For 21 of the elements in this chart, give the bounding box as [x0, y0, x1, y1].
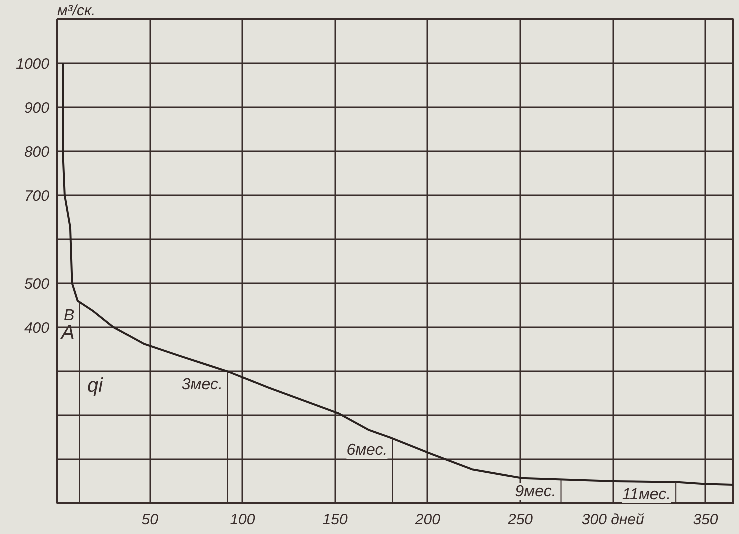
- y-tick-label: 700: [24, 188, 50, 205]
- line-series: [62, 62, 734, 486]
- annotation: 3мес.: [182, 376, 223, 394]
- annotation: 6мес.: [346, 442, 388, 459]
- annotation: 11мес.: [622, 486, 672, 504]
- x-tick-label: 100: [230, 512, 256, 528]
- x-tick-label: 50: [142, 512, 160, 528]
- y-axis-title: м³/ск.: [58, 2, 96, 20]
- y-tick-label: 400: [24, 320, 50, 337]
- annotation: qi: [88, 375, 104, 398]
- x-tick-label: 350: [693, 512, 719, 528]
- x-tick-label: 150: [322, 512, 348, 528]
- annotation: 9мес.: [515, 483, 556, 500]
- y-tick-label: 1000: [16, 56, 50, 73]
- x-tick-label: 200: [414, 512, 442, 528]
- x-tick-label: 300 дней: [582, 512, 645, 528]
- y-tick-label: 500: [24, 276, 50, 293]
- x-tick-label: 250: [507, 512, 534, 528]
- annotation: B: [64, 307, 76, 324]
- y-tick-label: 800: [24, 144, 50, 161]
- y-tick-label: 900: [24, 100, 50, 117]
